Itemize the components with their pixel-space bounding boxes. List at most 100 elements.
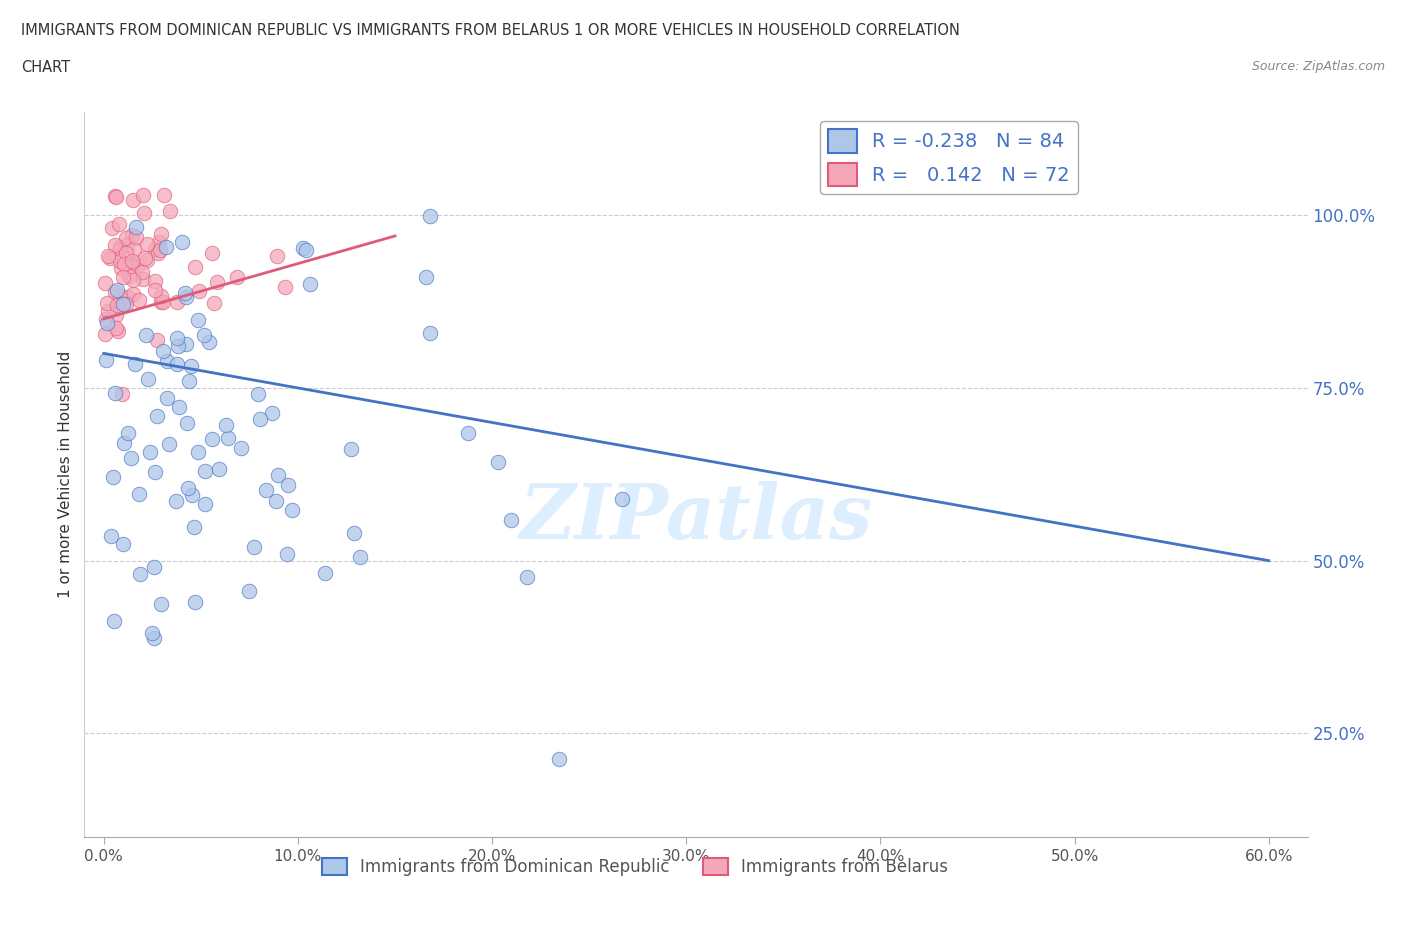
Point <box>152 187 174 202</box>
Point <box>128 486 150 501</box>
Point <box>101 470 124 485</box>
Point <box>122 272 145 287</box>
Point <box>180 359 202 374</box>
Point <box>103 614 125 629</box>
Legend: Immigrants from Dominican Republic, Immigrants from Belarus: Immigrants from Dominican Republic, Immi… <box>315 852 955 883</box>
Point <box>103 386 125 401</box>
Point <box>177 481 200 496</box>
Point <box>108 242 131 257</box>
Point <box>229 441 252 456</box>
Point <box>129 567 152 582</box>
Point <box>281 502 304 517</box>
Point <box>260 405 283 420</box>
Point <box>226 269 249 284</box>
Point <box>548 751 571 766</box>
Point <box>134 251 156 266</box>
Point <box>149 596 172 611</box>
Point <box>172 235 194 250</box>
Point <box>105 321 128 336</box>
Point <box>277 477 299 492</box>
Point <box>187 445 209 459</box>
Point <box>143 559 166 574</box>
Point <box>122 286 145 301</box>
Point <box>105 189 128 204</box>
Point <box>118 269 141 284</box>
Point <box>169 400 191 415</box>
Point <box>298 276 321 291</box>
Point <box>108 254 131 269</box>
Point <box>104 285 127 299</box>
Point <box>193 464 215 479</box>
Point <box>295 242 318 257</box>
Point <box>117 426 139 441</box>
Text: CHART: CHART <box>21 60 70 75</box>
Point <box>105 298 128 312</box>
Point <box>183 259 205 274</box>
Point <box>149 288 172 303</box>
Y-axis label: 1 or more Vehicles in Household: 1 or more Vehicles in Household <box>58 351 73 598</box>
Point <box>266 493 288 508</box>
Point <box>184 594 207 609</box>
Point <box>124 357 146 372</box>
Point <box>122 193 145 207</box>
Point <box>249 412 271 427</box>
Point <box>97 249 120 264</box>
Point <box>291 241 314 256</box>
Point <box>149 227 172 242</box>
Point <box>254 483 277 498</box>
Point <box>159 204 181 219</box>
Point <box>266 248 288 263</box>
Point <box>349 549 371 564</box>
Point <box>96 296 118 311</box>
Point <box>111 537 134 551</box>
Point <box>141 625 163 640</box>
Point <box>274 280 297 295</box>
Point <box>101 220 124 235</box>
Point <box>194 497 217 512</box>
Point <box>205 275 228 290</box>
Point <box>243 539 266 554</box>
Point <box>155 240 177 255</box>
Point <box>198 335 221 350</box>
Point <box>202 296 225 311</box>
Point <box>125 219 148 234</box>
Point <box>340 442 363 457</box>
Point <box>165 493 187 508</box>
Point <box>115 238 138 253</box>
Point <box>135 328 157 343</box>
Point <box>215 418 238 432</box>
Point <box>152 294 174 309</box>
Point <box>143 283 166 298</box>
Point <box>100 528 122 543</box>
Point <box>112 296 135 311</box>
Point <box>121 254 143 269</box>
Point <box>143 465 166 480</box>
Point <box>104 238 127 253</box>
Point <box>167 339 190 353</box>
Point <box>104 188 127 203</box>
Point <box>157 437 180 452</box>
Point <box>115 297 138 312</box>
Point <box>131 272 153 286</box>
Point <box>139 445 162 459</box>
Point <box>516 570 538 585</box>
Point <box>166 294 188 309</box>
Point <box>128 292 150 307</box>
Point <box>146 408 169 423</box>
Point <box>97 304 120 319</box>
Point <box>121 228 143 243</box>
Point <box>149 243 172 258</box>
Point <box>188 284 211 299</box>
Point <box>94 275 117 290</box>
Point <box>183 519 205 534</box>
Point <box>156 391 179 405</box>
Point <box>276 546 298 561</box>
Point <box>150 295 173 310</box>
Point <box>96 312 118 326</box>
Point <box>94 326 117 341</box>
Point <box>247 386 270 401</box>
Point <box>181 488 204 503</box>
Point <box>501 512 523 527</box>
Point <box>612 492 634 507</box>
Point <box>127 258 149 272</box>
